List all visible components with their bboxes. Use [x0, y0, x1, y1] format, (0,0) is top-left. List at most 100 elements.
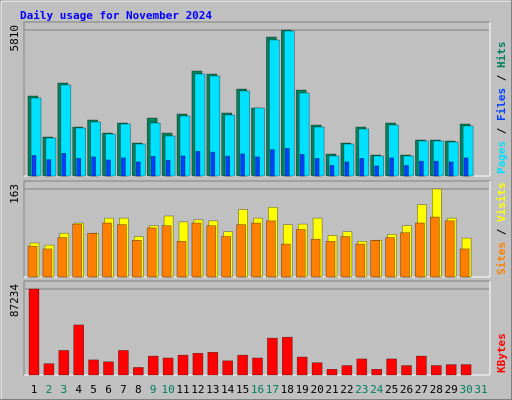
legend-entry: Files [495, 88, 508, 121]
bar [448, 161, 454, 177]
x-tick-label: 13 [206, 383, 219, 396]
x-tick-label: 28 [430, 383, 443, 396]
bar [57, 237, 68, 278]
legend: Sites / Visits [495, 182, 508, 275]
bar [415, 222, 425, 278]
bar [176, 241, 187, 278]
x-tick-label: 12 [191, 383, 204, 396]
legend-entry: Sites [495, 242, 508, 275]
bar [419, 160, 424, 177]
bar [177, 354, 189, 376]
bar [222, 360, 233, 376]
x-tick-label: 6 [105, 383, 112, 396]
y-tick-label: 5810 [8, 25, 21, 52]
bar [146, 227, 157, 278]
x-tick-label: 22 [340, 383, 353, 396]
legend-entry: Visits [495, 182, 508, 222]
x-tick-label: 21 [325, 383, 338, 396]
legend-separator: / [495, 68, 508, 88]
x-tick-label: 1 [31, 383, 38, 396]
x-tick-label: 3 [60, 383, 67, 396]
bar [236, 224, 246, 278]
bar [180, 155, 186, 177]
bar [252, 357, 263, 376]
bar [445, 364, 457, 376]
legend: Pages / Files / Hits [495, 42, 508, 175]
legend-entry: Hits [495, 42, 508, 69]
bar [195, 151, 201, 177]
legend-entry: KBytes [495, 333, 508, 373]
x-tick-label: 27 [415, 383, 428, 396]
bar [281, 336, 293, 376]
x-tick-label: 31 [474, 383, 487, 396]
bar [389, 157, 394, 177]
bar [132, 239, 142, 278]
bar [207, 352, 219, 376]
bar [42, 248, 53, 278]
x-tick-label: 25 [385, 383, 398, 396]
bar [61, 153, 67, 177]
bar [326, 369, 338, 376]
bar [221, 236, 231, 278]
bar [73, 324, 84, 376]
bar [147, 355, 159, 376]
bar [91, 156, 96, 177]
x-tick-label: 17 [266, 383, 279, 396]
bar [46, 159, 52, 177]
x-tick-label: 14 [221, 383, 235, 396]
bar [240, 153, 245, 177]
bar [404, 165, 409, 177]
x-tick-label: 2 [46, 383, 53, 396]
x-tick-label: 30 [459, 383, 472, 396]
bar [117, 224, 127, 278]
x-tick-label: 26 [400, 383, 413, 396]
bar [58, 350, 70, 376]
bar [28, 288, 40, 376]
bar [325, 241, 336, 278]
bar [136, 161, 141, 177]
bar [295, 229, 306, 278]
x-tick-label: 7 [120, 383, 127, 396]
bar [118, 350, 129, 376]
bar [296, 356, 308, 376]
x-tick-label: 4 [75, 383, 82, 396]
legend-separator: / [495, 121, 508, 141]
bar [102, 222, 112, 278]
bar [416, 355, 427, 376]
x-tick-label: 10 [161, 383, 174, 396]
bar [359, 158, 365, 177]
y-tick-label: 163 [8, 184, 21, 204]
legend: KBytes [495, 333, 508, 373]
bar [210, 151, 216, 177]
bar [191, 222, 202, 278]
x-tick-label: 29 [445, 383, 458, 396]
bar [344, 161, 350, 177]
bar [311, 362, 323, 376]
bar [341, 365, 353, 376]
bar [270, 149, 275, 177]
bar [165, 160, 171, 177]
bar [162, 357, 174, 376]
bar [72, 223, 82, 278]
bar [206, 225, 217, 278]
bar [225, 155, 230, 177]
bar [386, 358, 397, 376]
bar [280, 243, 291, 278]
bar [430, 365, 442, 376]
bar [400, 232, 410, 278]
bar [356, 358, 368, 376]
bar [27, 245, 38, 278]
legend-separator: / [495, 222, 508, 242]
bar [460, 364, 472, 376]
x-tick-label: 11 [176, 383, 189, 396]
y-tick-label: 87234 [8, 284, 21, 317]
bar [433, 160, 439, 177]
bar [255, 156, 260, 177]
bar [370, 239, 381, 278]
x-tick-label: 19 [296, 383, 309, 396]
bar [299, 154, 305, 177]
bar [192, 352, 204, 376]
bar [355, 243, 366, 278]
chart-title: Daily usage for November 2024 [20, 9, 212, 22]
